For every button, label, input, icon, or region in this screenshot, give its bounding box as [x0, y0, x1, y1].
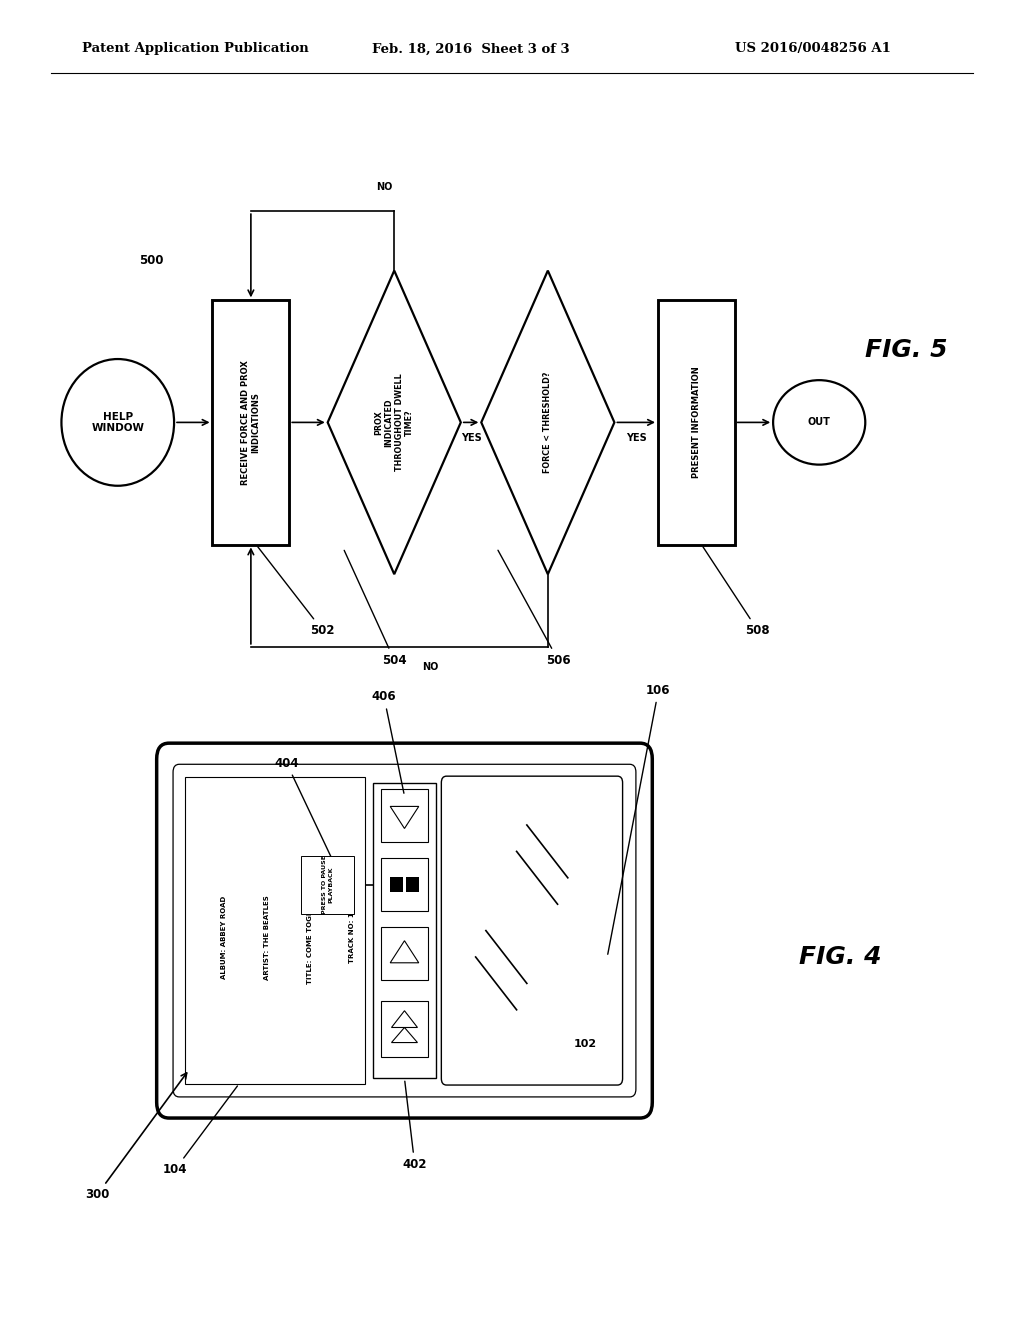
- Text: RECEIVE FORCE AND PROX
INDICATIONS: RECEIVE FORCE AND PROX INDICATIONS: [242, 360, 260, 484]
- Bar: [185, 777, 365, 1084]
- Text: FIG. 4: FIG. 4: [799, 945, 882, 969]
- Text: NO: NO: [422, 661, 438, 672]
- Bar: [381, 1002, 428, 1057]
- Text: 300: 300: [85, 1073, 186, 1201]
- Text: TITLE: COME TOGETHER: TITLE: COME TOGETHER: [306, 890, 312, 985]
- Bar: [213, 301, 289, 544]
- Text: YES: YES: [461, 433, 481, 444]
- Text: 504: 504: [344, 550, 407, 667]
- Text: 104: 104: [163, 1086, 238, 1176]
- FancyBboxPatch shape: [441, 776, 623, 1085]
- Text: FORCE < THRESHOLD?: FORCE < THRESHOLD?: [544, 372, 552, 473]
- Bar: [390, 876, 402, 892]
- Text: ARTIST: THE BEATLES: ARTIST: THE BEATLES: [264, 895, 270, 979]
- Text: 106: 106: [608, 684, 671, 954]
- Bar: [381, 928, 428, 979]
- Text: 506: 506: [498, 550, 570, 667]
- Bar: [407, 876, 419, 892]
- Text: PRESENT INFORMATION: PRESENT INFORMATION: [692, 367, 700, 478]
- FancyBboxPatch shape: [157, 743, 652, 1118]
- Text: YES: YES: [626, 433, 646, 444]
- Bar: [658, 301, 735, 544]
- Bar: [301, 855, 354, 913]
- Text: Patent Application Publication: Patent Application Publication: [82, 42, 308, 55]
- Text: 500: 500: [139, 255, 163, 267]
- Bar: [373, 783, 436, 1078]
- Text: 508: 508: [702, 546, 770, 636]
- Text: Feb. 18, 2016  Sheet 3 of 3: Feb. 18, 2016 Sheet 3 of 3: [373, 42, 569, 55]
- Text: ALBUM: ABBEY ROAD: ALBUM: ABBEY ROAD: [221, 895, 227, 979]
- Text: TRACK NO: 1: TRACK NO: 1: [349, 912, 355, 962]
- Text: 404: 404: [274, 756, 337, 869]
- Text: US 2016/0048256 A1: US 2016/0048256 A1: [735, 42, 891, 55]
- Text: HELP
WINDOW: HELP WINDOW: [91, 412, 144, 433]
- Text: 406: 406: [372, 690, 403, 793]
- Text: 502: 502: [258, 546, 335, 636]
- Text: PROX
INDICATED
THROUGHOUT DWELL
TIME?: PROX INDICATED THROUGHOUT DWELL TIME?: [374, 374, 415, 471]
- Text: PRESS TO PAUSE
PLAYBACK: PRESS TO PAUSE PLAYBACK: [323, 855, 333, 915]
- Text: OUT: OUT: [808, 417, 830, 428]
- Text: NO: NO: [376, 182, 392, 193]
- Bar: [381, 789, 428, 842]
- Text: 102: 102: [573, 1039, 597, 1049]
- Text: 402: 402: [402, 1081, 427, 1171]
- Text: FIG. 5: FIG. 5: [865, 338, 948, 362]
- Bar: [381, 858, 428, 911]
